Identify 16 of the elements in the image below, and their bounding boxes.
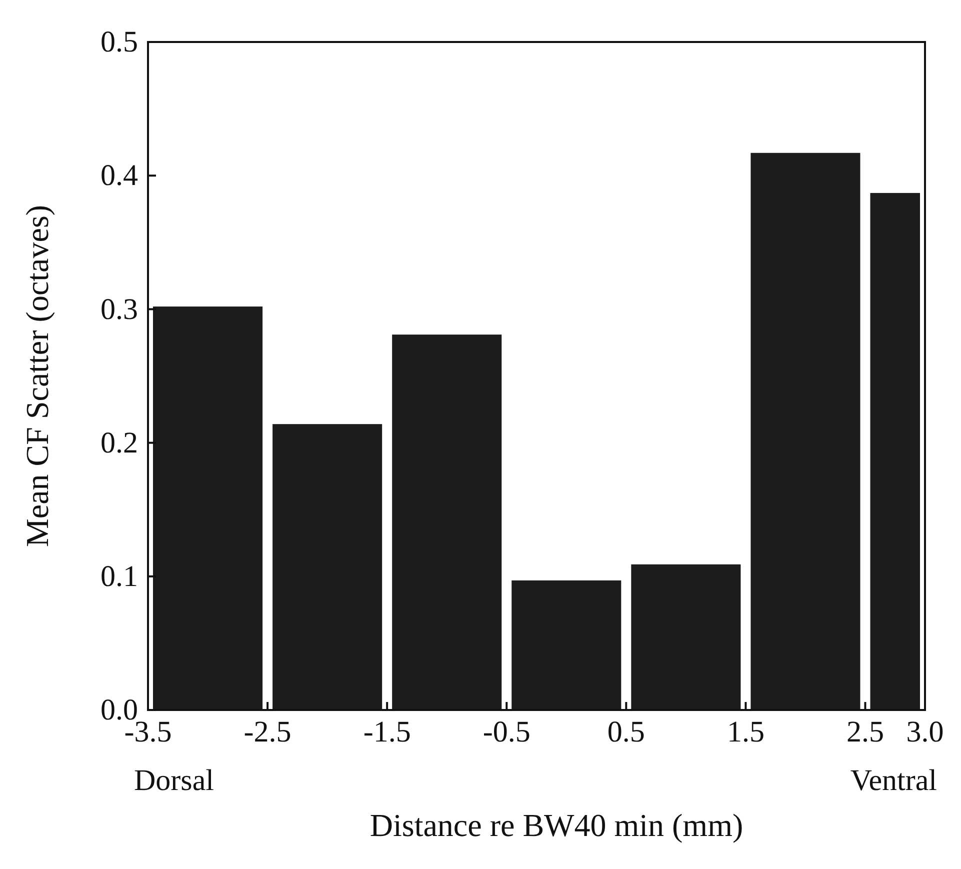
x-axis-title: Distance re BW40 min (mm) — [370, 807, 744, 843]
x-tick-label: -0.5 — [482, 715, 530, 748]
x-tick-label: 0.5 — [607, 715, 645, 748]
y-tick-label: 0.2 — [100, 426, 138, 460]
y-tick-label: 0.1 — [100, 560, 138, 593]
x-tick-label: -2.5 — [244, 715, 292, 748]
text: Dorsal — [134, 764, 214, 797]
x-tick-label: 3.0 — [906, 715, 944, 748]
x-tick-label: -1.5 — [363, 715, 411, 748]
y-tick-label: 0.3 — [100, 292, 138, 326]
x-tick-label: 1.5 — [726, 715, 764, 748]
x-tick-label: 2.5 — [846, 715, 884, 748]
text: Ventral — [850, 764, 937, 797]
y-tick-label: 0.5 — [100, 26, 138, 59]
y-tick-label: 0.4 — [100, 159, 138, 192]
y-axis-title: Mean CF Scatter (octaves) — [19, 204, 55, 548]
